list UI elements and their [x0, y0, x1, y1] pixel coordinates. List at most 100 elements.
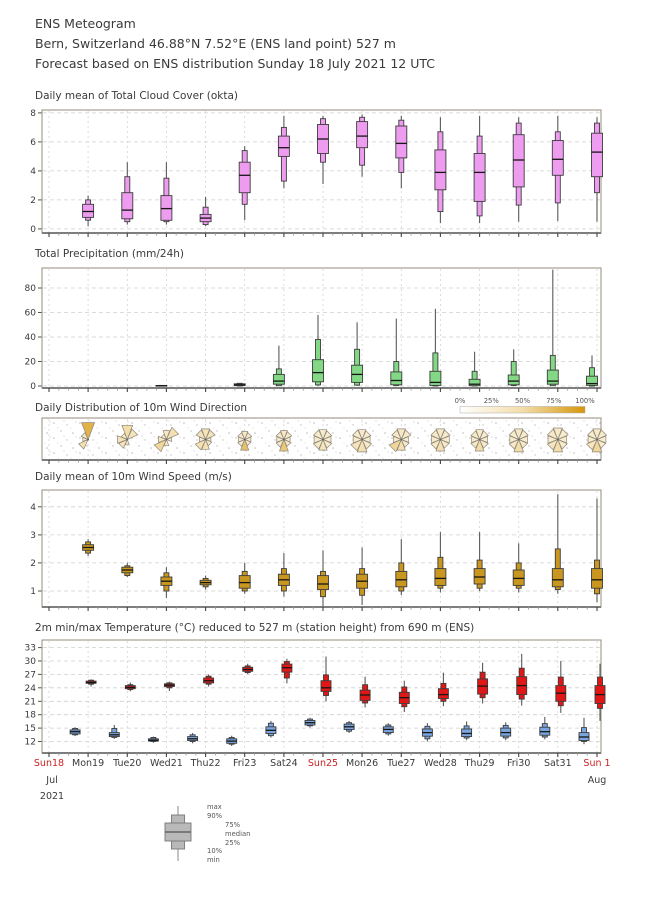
date-label: Thu22	[190, 758, 221, 769]
rose-center	[478, 438, 481, 441]
precip-box-day-8	[351, 322, 364, 386]
y-tick-label: 8	[30, 109, 36, 119]
box-25-75	[429, 370, 442, 386]
rose-petal	[165, 426, 180, 441]
rose-petal	[351, 429, 363, 441]
temp-box-day-6	[281, 658, 293, 684]
y-tick-label: 40	[25, 333, 37, 343]
page-title: ENS Meteogram	[35, 16, 136, 31]
temp-box-day-8	[359, 676, 371, 708]
rose-petal	[513, 438, 525, 453]
date-label: Sun18	[34, 758, 64, 769]
legend-label-min: min	[207, 856, 220, 864]
rose-center	[400, 438, 403, 441]
box-25-75	[272, 373, 285, 385]
windrose-day-9	[388, 428, 412, 453]
windrose-day-11	[470, 429, 489, 452]
windrose-day-4	[194, 428, 216, 451]
rose-petal	[312, 429, 324, 441]
box-25-75	[461, 728, 473, 738]
year-label: 2021	[40, 791, 64, 802]
rose-petal	[160, 433, 168, 441]
temp-box-day-14	[594, 663, 606, 721]
temp-box-day-3	[147, 736, 159, 743]
legend-label-25pct: 25%	[225, 839, 241, 847]
y-tick-label: 6	[30, 138, 36, 148]
windspeed-box-day-14	[591, 498, 603, 603]
y-tick-label: 3	[30, 531, 36, 541]
windspeed-box-day-2	[121, 562, 134, 577]
temp-box-day-7	[304, 717, 316, 728]
rose-center	[439, 438, 442, 441]
legend-label-max: max	[207, 803, 222, 811]
box-25-75	[468, 378, 481, 387]
temp-box-day-5	[242, 663, 254, 674]
rose-petal	[470, 430, 481, 441]
rose-center	[165, 438, 168, 441]
box-10-90	[432, 352, 439, 387]
y-tick-label: 33	[25, 644, 36, 654]
cloud-box-day-1	[82, 195, 95, 226]
precip-box-day-11	[468, 351, 481, 387]
precip-box-day-5	[233, 382, 246, 387]
box-25-75	[238, 161, 251, 194]
y-tick-label: 21	[25, 697, 36, 707]
box-10-90	[510, 361, 517, 387]
temp-box-day-10	[437, 672, 449, 707]
windrose-legend-gradient-bar	[459, 406, 586, 414]
rose-petal	[546, 428, 559, 441]
panel-title-windspeed: Daily mean of 10m Wind Speed (m/s)	[35, 471, 232, 483]
box-25-75	[312, 359, 324, 383]
temp-box-day-13	[539, 716, 551, 740]
rose-petal	[237, 431, 246, 441]
box-25-75	[507, 374, 520, 386]
rose-petal	[508, 429, 520, 441]
temp-box-day-11	[477, 662, 489, 704]
box-25-75	[434, 568, 447, 586]
month-label-end: Aug	[588, 775, 607, 786]
windrose-day-13	[546, 427, 569, 453]
box-25-75	[546, 369, 559, 385]
rose-petal	[195, 429, 207, 441]
panel-title-cloud: Daily mean of Total Cloud Cover (okta)	[35, 90, 239, 102]
temp-box-day-12	[516, 653, 528, 706]
box-25-75	[586, 375, 598, 386]
legend-label-10pct: 10%	[207, 847, 223, 855]
windrose-day-14	[585, 428, 608, 453]
rose-petal	[275, 431, 285, 441]
y-tick-label: 80	[25, 284, 37, 294]
date-label: Wed28	[424, 758, 457, 769]
y-tick-label: 27	[25, 670, 36, 680]
precip-box-day-7	[312, 314, 324, 386]
box-25-75	[473, 153, 486, 202]
date-label: Mon19	[72, 758, 104, 769]
temp-box-day-5	[226, 735, 238, 746]
windspeed-box-day-11	[473, 532, 486, 591]
date-label: Thu29	[464, 758, 495, 769]
y-tick-label: 15	[25, 724, 36, 734]
precip-box-day-13	[546, 269, 559, 387]
box-25-75	[473, 568, 486, 585]
temp-box-day-2	[124, 682, 136, 692]
cloud-boxplots	[82, 114, 603, 226]
rose-petal	[430, 429, 442, 441]
legend-label-median: median	[225, 830, 250, 838]
temp-boxplots	[85, 653, 606, 721]
date-label: Fri23	[233, 758, 256, 769]
rose-center	[361, 438, 364, 441]
box-25-75	[512, 134, 525, 188]
rose-center	[556, 438, 559, 441]
box-25-75	[320, 680, 332, 692]
temp-box-day-9	[398, 680, 410, 712]
temp-box-day-10	[421, 723, 433, 742]
temp-box-day-13	[555, 661, 567, 713]
y-tick-label: 0	[30, 382, 36, 392]
windspeed-box-day-5	[238, 562, 251, 594]
box-25-75	[591, 568, 603, 589]
rose-petal	[391, 429, 403, 441]
y-tick-label: 24	[25, 684, 37, 694]
cloud-box-day-10	[434, 117, 447, 224]
cloud-box-day-13	[551, 115, 564, 221]
location-line: Bern, Switzerland 46.88°N 7.52°E (ENS la…	[35, 36, 396, 51]
